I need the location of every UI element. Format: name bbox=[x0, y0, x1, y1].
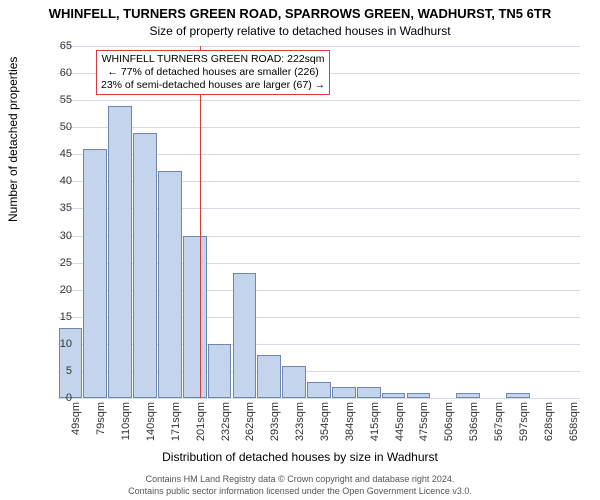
x-tick-label: 658sqm bbox=[568, 402, 580, 452]
footer-line-1: Contains HM Land Registry data © Crown c… bbox=[0, 474, 600, 484]
y-tick-label: 40 bbox=[48, 175, 72, 187]
histogram-bar bbox=[233, 273, 257, 398]
x-tick-label: 323sqm bbox=[294, 402, 306, 452]
histogram-bar bbox=[208, 344, 232, 398]
histogram-bar bbox=[108, 106, 132, 398]
y-tick-label: 25 bbox=[48, 257, 72, 269]
histogram-bar bbox=[407, 393, 431, 398]
histogram-bar bbox=[382, 393, 406, 398]
histogram-chart: WHINFELL TURNERS GREEN ROAD: 222sqm← 77%… bbox=[58, 46, 580, 398]
histogram-bar bbox=[257, 355, 281, 398]
y-tick-label: 50 bbox=[48, 121, 72, 133]
histogram-bar bbox=[183, 236, 207, 398]
annotation-line: 23% of semi-detached houses are larger (… bbox=[101, 79, 325, 92]
histogram-bar bbox=[357, 387, 381, 398]
marker-line bbox=[200, 46, 201, 398]
y-axis-label: Number of detached properties bbox=[6, 57, 20, 222]
y-tick-label: 45 bbox=[48, 148, 72, 160]
x-tick-label: 201sqm bbox=[195, 402, 207, 452]
histogram-bar bbox=[506, 393, 530, 398]
chart-container: WHINFELL, TURNERS GREEN ROAD, SPARROWS G… bbox=[0, 0, 600, 500]
gridline bbox=[58, 100, 580, 101]
histogram-bar bbox=[332, 387, 356, 398]
x-tick-label: 232sqm bbox=[220, 402, 232, 452]
x-tick-label: 475sqm bbox=[418, 402, 430, 452]
plot-area: WHINFELL TURNERS GREEN ROAD: 222sqm← 77%… bbox=[58, 46, 580, 398]
y-tick-label: 30 bbox=[48, 230, 72, 242]
y-tick-label: 20 bbox=[48, 284, 72, 296]
y-tick-label: 0 bbox=[48, 392, 72, 404]
x-tick-label: 140sqm bbox=[145, 402, 157, 452]
y-tick-label: 15 bbox=[48, 311, 72, 323]
annotation-line: ← 77% of detached houses are smaller (22… bbox=[101, 66, 325, 79]
x-tick-label: 354sqm bbox=[319, 402, 331, 452]
gridline bbox=[58, 127, 580, 128]
annotation-box: WHINFELL TURNERS GREEN ROAD: 222sqm← 77%… bbox=[96, 50, 330, 95]
annotation-line: WHINFELL TURNERS GREEN ROAD: 222sqm bbox=[101, 53, 325, 66]
y-tick-label: 60 bbox=[48, 67, 72, 79]
y-tick-label: 10 bbox=[48, 338, 72, 350]
x-tick-label: 110sqm bbox=[120, 402, 132, 452]
x-tick-label: 171sqm bbox=[170, 402, 182, 452]
histogram-bar bbox=[282, 366, 306, 398]
histogram-bar bbox=[158, 171, 182, 398]
title-line-1: WHINFELL, TURNERS GREEN ROAD, SPARROWS G… bbox=[0, 6, 600, 21]
histogram-bar bbox=[83, 149, 107, 398]
gridline bbox=[58, 46, 580, 47]
histogram-bar bbox=[307, 382, 331, 398]
x-tick-label: 415sqm bbox=[369, 402, 381, 452]
x-tick-label: 293sqm bbox=[269, 402, 281, 452]
footer-line-2: Contains public sector information licen… bbox=[0, 486, 600, 496]
y-tick-label: 65 bbox=[48, 40, 72, 52]
y-tick-label: 55 bbox=[48, 94, 72, 106]
gridline bbox=[58, 398, 580, 399]
y-tick-label: 5 bbox=[48, 365, 72, 377]
x-tick-label: 49sqm bbox=[70, 402, 82, 452]
x-tick-label: 506sqm bbox=[443, 402, 455, 452]
y-tick-label: 35 bbox=[48, 202, 72, 214]
x-tick-label: 79sqm bbox=[95, 402, 107, 452]
x-tick-label: 597sqm bbox=[518, 402, 530, 452]
x-tick-label: 567sqm bbox=[493, 402, 505, 452]
histogram-bar bbox=[133, 133, 157, 398]
x-tick-label: 628sqm bbox=[543, 402, 555, 452]
x-tick-label: 536sqm bbox=[468, 402, 480, 452]
title-line-2: Size of property relative to detached ho… bbox=[0, 24, 600, 38]
x-axis-label: Distribution of detached houses by size … bbox=[0, 450, 600, 464]
x-tick-label: 384sqm bbox=[344, 402, 356, 452]
histogram-bar bbox=[456, 393, 480, 398]
x-tick-label: 445sqm bbox=[394, 402, 406, 452]
x-tick-label: 262sqm bbox=[244, 402, 256, 452]
